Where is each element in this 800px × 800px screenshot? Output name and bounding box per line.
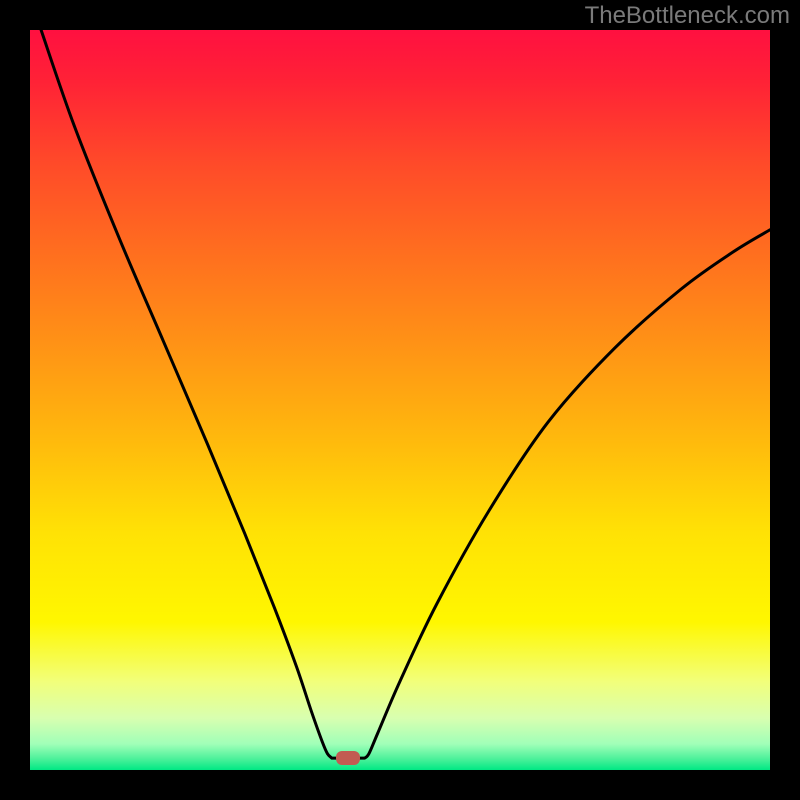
- bottleneck-curve: [30, 30, 770, 770]
- optimum-marker: [336, 751, 360, 765]
- plot-area: [30, 30, 770, 770]
- chart-container: TheBottleneck.com: [0, 0, 800, 800]
- watermark-text: TheBottleneck.com: [585, 2, 790, 30]
